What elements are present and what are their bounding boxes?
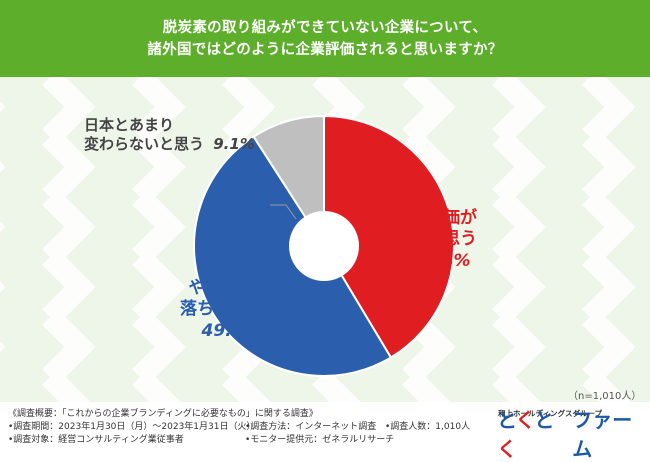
survey-footer: 《調査概要：「これからの企業ブランディングに必要なもの」に関する調査》 •調査期… — [0, 402, 650, 461]
logo-char: と — [497, 408, 516, 432]
title-line-1: 脱炭素の取り組みができていない企業について、 — [162, 19, 488, 36]
slice-label-large-drop-line2: 落ちると思う — [375, 229, 477, 250]
donut-hole — [289, 211, 359, 281]
survey-monitor-provider: •モニター提供元：ゼネラルリサーチ — [245, 435, 395, 445]
title-line-2: 諸外国ではどのように企業評価されると思いますか？ — [147, 41, 503, 58]
slice-value-no-change: 9.1% — [213, 134, 255, 153]
slice-label-slight-drop: やや評価が 落ちると思う 49.5% — [180, 278, 282, 342]
logo-company-name: 和上ホールディングスグループ — [498, 409, 603, 418]
chart-title: 脱炭素の取り組みができていない企業について、 諸外国ではどのように企業評価される… — [0, 0, 650, 77]
slice-value-large-drop: 41.4% — [411, 250, 471, 271]
donut-chart — [193, 114, 455, 377]
slice-label-large-drop: 大きく評価が 落ちると思う 41.4% — [375, 208, 477, 272]
survey-method: •調査方法：インターネット調査 — [245, 422, 377, 432]
slice-label-no-change: 日本とあまり 変わらないと思う 9.1% — [84, 116, 255, 154]
brand-logo: とくとく ファーム — [497, 408, 650, 461]
slice-label-no-change-line1: 日本とあまり — [84, 116, 175, 134]
logo-brand: とくとく — [497, 404, 570, 462]
slice-label-slight-drop-line1: やや評価が — [188, 278, 274, 298]
slice-large-drop — [323, 114, 455, 359]
survey-target: •調査対象：経営コンサルティング業従事者 — [8, 435, 184, 445]
leader-line — [270, 204, 297, 220]
logo-char: く — [497, 437, 517, 461]
sample-size: （n=1,010人） — [568, 391, 642, 402]
slice-no-change — [252, 114, 325, 250]
slice-label-large-drop-line1: 大きく評価が — [375, 208, 477, 228]
slice-label-no-change-line2: 変わらないと思う — [84, 134, 205, 153]
slice-value-slight-drop: 49.5% — [201, 320, 261, 341]
survey-period: •調査期間：2023年1月30日（月）〜2023年1月31日（火） — [8, 422, 256, 432]
logo-brand-suffix: ファーム — [572, 408, 633, 461]
logo-char: く — [515, 408, 535, 432]
survey-summary-title: 《調査概要：「これからの企業ブランディングに必要なもの」に関する調査》 — [8, 409, 318, 419]
slice-label-slight-drop-line2: 落ちると思う — [180, 299, 282, 320]
survey-respondents: •調査人数：1,010人 — [385, 422, 471, 432]
logo-char: と — [534, 408, 553, 432]
